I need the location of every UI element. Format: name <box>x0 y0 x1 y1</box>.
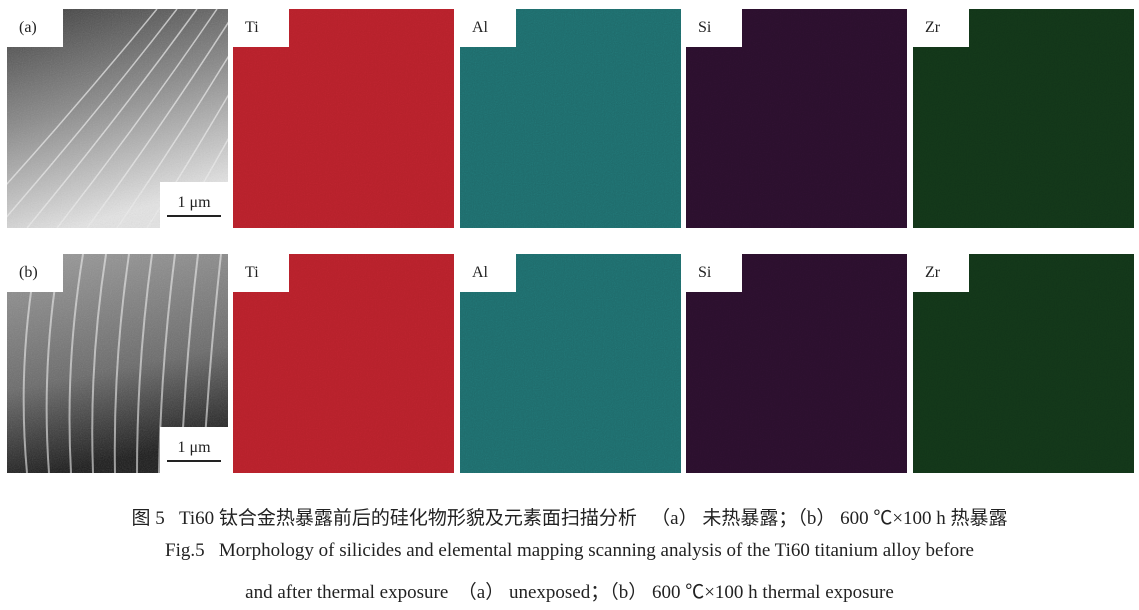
element-label: Zr <box>913 254 969 292</box>
scale-bar-label: 1 μm <box>177 194 211 211</box>
element-map-zr: Zr <box>913 9 1134 228</box>
caption-english-line1: Fig.5 Morphology of silicides and elemen… <box>165 540 974 561</box>
sem-image: (a) 1 μm <box>7 9 228 228</box>
element-map-al: Al <box>460 254 681 473</box>
element-label: Si <box>686 9 742 47</box>
element-label: Al <box>460 254 516 292</box>
element-map-zr: Zr <box>913 254 1134 473</box>
panel-label: (a) <box>7 9 63 47</box>
element-map-al: Al <box>460 9 681 228</box>
element-label: Zr <box>913 9 969 47</box>
caption-chinese: 图 5 Ti60 钛合金热暴露前后的硅化物形貌及元素面扫描分析 （a） 未热暴露… <box>131 508 1008 529</box>
scale-bar: 1 μm <box>160 427 228 473</box>
scale-bar-label: 1 μm <box>177 439 211 456</box>
caption-english-line2: and after thermal exposure （a） unexposed… <box>245 582 894 603</box>
element-label: Al <box>460 9 516 47</box>
element-label: Ti <box>233 254 289 292</box>
element-label: Si <box>686 254 742 292</box>
sem-image: (b) 1 μm <box>7 254 228 473</box>
panel-label: (b) <box>7 254 63 292</box>
element-label: Ti <box>233 9 289 47</box>
element-map-si: Si <box>686 254 907 473</box>
element-map-si: Si <box>686 9 907 228</box>
element-map-ti: Ti <box>233 254 454 473</box>
element-map-ti: Ti <box>233 9 454 228</box>
scale-bar: 1 μm <box>160 182 228 228</box>
